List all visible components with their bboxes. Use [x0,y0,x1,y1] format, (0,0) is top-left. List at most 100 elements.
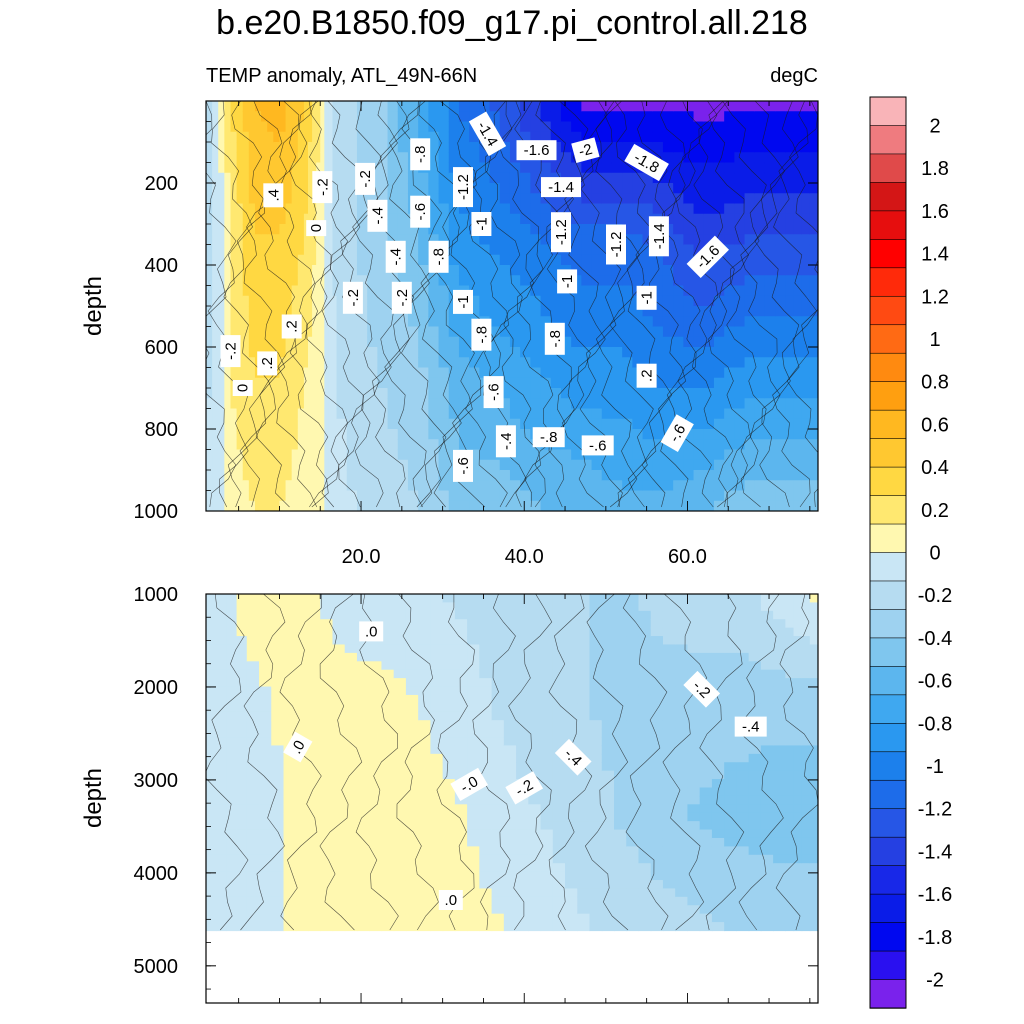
contour-cell [764,480,776,492]
contour-cell [212,377,219,389]
contour-cell [246,728,260,738]
contour-cell [577,594,591,604]
contour-cell [430,829,444,839]
contour-cell [734,183,746,194]
contour-cell [297,101,305,112]
contour-cell [699,888,713,898]
contour-cell [673,244,684,256]
contour-cell [785,490,795,502]
contour-cell [638,913,652,923]
contour-cell [316,367,321,379]
contour-cell [356,500,368,511]
contour-cell [206,285,213,297]
contour-cell [703,162,715,174]
contour-cell [748,652,762,662]
contour-cell [744,275,756,287]
contour-cell [320,703,334,713]
contour-cell [367,418,378,430]
contour-cell [254,183,262,194]
contour-cell [540,408,552,420]
contour-cell [242,336,250,348]
contour-cell [699,871,713,881]
contour-cell [724,913,737,923]
contour-cell [381,829,395,839]
contour-cell [703,152,715,164]
contour-cell [673,500,684,511]
upper-contour-lines [206,101,818,508]
contour-cell [328,152,334,164]
contour-cell [785,720,795,730]
contour-cell [369,779,383,789]
contour-cell [773,720,786,730]
contour-cell [622,490,633,502]
contour-label: -.6 [410,195,431,228]
contour-cell [291,388,299,399]
contour-cell [346,429,358,440]
contour-cell [316,336,321,348]
contour-cell [785,244,795,256]
contour-cell [356,101,368,112]
contour-cell [491,821,505,831]
contour-cell [308,234,313,246]
contour-cell [216,636,227,646]
contour-cell [320,896,334,906]
contour-cell [332,470,338,481]
contour-cell [491,720,505,730]
contour-cell [724,213,735,225]
contour-cell [248,357,256,369]
contour-cell [760,652,774,662]
contour-cell [279,459,287,471]
contour-cell [381,888,395,898]
contour-cell [626,787,640,797]
contour-cell [381,753,395,763]
contour-cell [346,265,358,276]
contour-cell [650,846,664,856]
contour-cell [246,703,260,713]
contour-cell [809,295,818,307]
contour-cell [259,837,272,847]
contour-cell [638,694,652,704]
contour-cell [259,686,272,696]
contour-cell [316,121,321,133]
contour-cell [801,111,811,123]
contour-cell [295,880,309,890]
contour-cell [236,753,248,763]
contour-cell [418,131,429,143]
contour-cell [713,470,725,481]
contour-cell [259,610,272,620]
contour-cell [724,306,735,317]
contour-cell [703,377,715,389]
contour-cell [785,602,795,612]
contour-cell [675,652,689,662]
contour-cell [454,610,468,620]
contour-cell [601,162,613,174]
contour-cell [430,602,444,612]
contour-cell [571,347,582,358]
contour-cell [601,459,613,471]
contour-cell [601,326,613,338]
contour-cell [295,619,309,629]
contour-cell [312,408,317,420]
contour-cell [611,500,623,511]
contour-cell [393,619,407,629]
contour-cell [489,285,501,297]
contour-cell [591,162,603,174]
contour-cell [448,367,460,379]
contour-cell [236,905,248,915]
contour-cell [581,254,593,266]
contour-cell [418,459,429,471]
contour-cell [560,459,572,471]
contour-cell [230,490,238,502]
contour-cell [297,490,305,502]
contour-cell [320,871,334,881]
contour-cell [754,142,766,153]
contour-cell [303,121,309,133]
contour-cell [652,449,664,461]
contour-cell [218,398,225,410]
contour-cell [530,295,542,307]
contour-cell [267,142,274,153]
contour-cell [259,812,272,822]
contour-cell [224,377,232,389]
contour-cell [295,770,309,780]
contour-cell [622,111,633,123]
